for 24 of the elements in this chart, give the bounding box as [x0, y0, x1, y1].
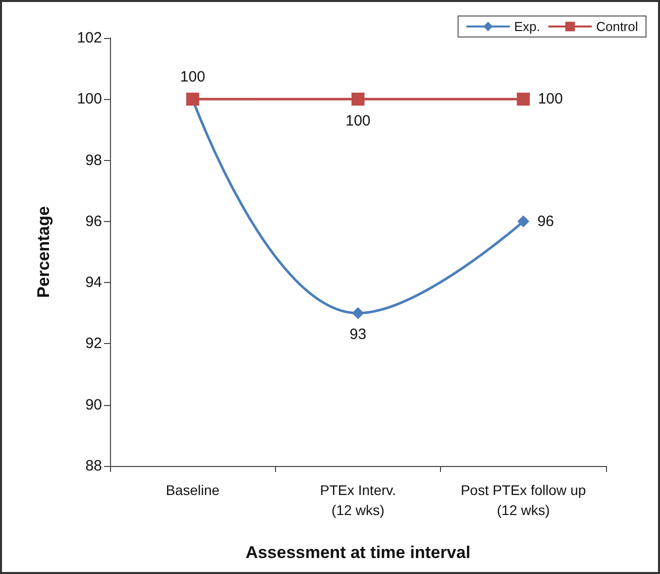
legend-label: Exp. [514, 19, 540, 34]
y-tick-label: 90 [85, 396, 102, 414]
point [517, 215, 530, 228]
legend-label: Control [596, 19, 638, 34]
point [352, 307, 364, 320]
data-label: 100 [180, 68, 206, 86]
y-tick-label: 92 [85, 335, 102, 352]
data-label: 96 [537, 212, 554, 230]
data-label: 100 [345, 112, 371, 130]
data-label: 100 [538, 90, 563, 108]
y-tick-label: 88 [85, 458, 102, 474]
y-tick-label: 100 [76, 90, 102, 108]
y-tick-label: 96 [85, 212, 102, 230]
x-tick-label: Post PTEx follow up (12 wks) [460, 482, 586, 518]
x-tick-label: Baseline [166, 482, 220, 498]
x-axis-title: Assessment at time interval [246, 543, 470, 562]
point [352, 92, 364, 106]
y-tick-label: 94 [85, 274, 102, 292]
point [516, 92, 530, 106]
y-axis-title: Percentage [34, 206, 53, 298]
x-tick-label: PTEx Interv. (12 wks) [320, 482, 396, 518]
y-tick-label: 102 [76, 30, 102, 46]
data-label: 93 [350, 326, 366, 344]
y-tick-label: 98 [85, 152, 102, 169]
